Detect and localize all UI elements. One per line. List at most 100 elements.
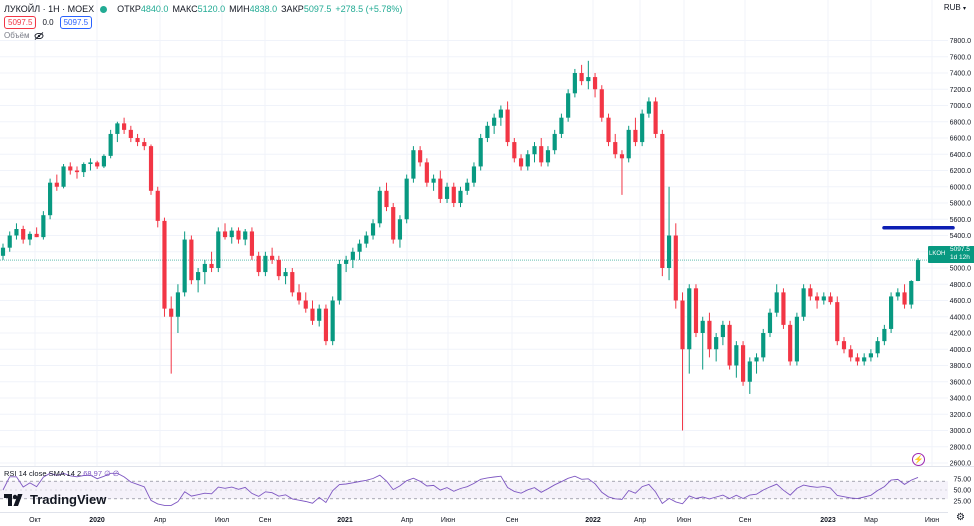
candle-body [848,349,853,358]
candle-body [599,89,604,118]
candle-body [613,142,618,155]
candle-body [761,333,766,358]
candle-body [424,162,429,183]
rsi-legend[interactable]: RSI 14 close SMA 14 2 68.97 ∅ ∅ [4,469,119,478]
candle-body [518,158,524,167]
tradingview-logo[interactable]: TradingView [4,492,106,507]
candle-body [222,231,228,238]
candle-body [889,296,894,329]
candle-body [310,308,315,321]
chevron-down-icon: ▾ [962,6,966,12]
candle-body [707,320,712,350]
candle-body [397,219,403,240]
eye-hidden-icon[interactable] [34,31,44,40]
candle-body [95,162,100,167]
candle-body [189,239,194,281]
candle-body [303,300,308,309]
candle-body [323,308,329,342]
candle-body [841,341,847,350]
candle-body [135,138,140,143]
candle-body [626,129,631,159]
symbol-title[interactable]: ЛУКОЙЛ · 1Н · MOEX [4,4,95,14]
volume-indicator-legend[interactable]: Объём [4,31,44,40]
time-tick-label: Мар [864,517,878,524]
price-tick-label: 2800.0 [950,444,972,451]
candle-body [276,259,281,277]
candle-body [182,239,187,293]
rsi-axis: 75.00 50.00 25.00 [953,477,971,506]
currency-selector[interactable]: RUB ▾ [944,3,966,12]
candle-body [377,190,382,224]
time-tick-label: 2022 [585,517,601,524]
price-tick-label: 3800.0 [950,363,972,370]
candle-body [263,255,268,273]
candle-body [693,288,699,333]
candle-body [108,133,113,156]
rsi-tick-label: 50.00 [953,488,971,495]
candle-body [458,190,463,203]
price-tick-label: 6800.0 [950,119,972,126]
rsi-chart[interactable]: 75.00 50.00 25.00 [0,466,974,512]
candle-body [586,77,591,82]
candle-body [572,73,577,94]
candle-body [115,123,120,134]
candle-body [646,101,651,114]
rsi-extra: ∅ ∅ [104,469,120,478]
candle-body [169,308,174,317]
candle-body [902,292,907,305]
price-tick-label: 2600.0 [950,461,972,467]
candle-body [444,186,450,199]
lightning-icon[interactable]: ⚡ [912,453,925,466]
candle-body [640,113,645,143]
candle-body [330,300,335,342]
price-tick-label: 5400.0 [950,233,972,240]
candle-body [525,154,530,167]
candle-body [451,186,456,203]
candle-body [915,260,921,281]
candle-body [404,178,409,220]
market-status-icon[interactable] [100,5,108,13]
candle-body [895,292,900,297]
candle-body [539,146,544,163]
candle-body [801,288,806,317]
time-tick-label: Июн [925,517,939,524]
buy-button[interactable]: 5097.5 [59,15,93,29]
candle-body [196,272,201,281]
high-label: МАКС [172,4,198,14]
candle-body [418,150,423,163]
price-tick-label: 4000.0 [950,347,972,354]
price-tick-label: 6200.0 [950,168,972,175]
rsi-tick-label: 75.00 [953,477,971,484]
price-tick-label: 6600.0 [950,136,972,143]
candle-body [122,123,127,130]
candles [0,60,921,431]
candle-body [727,324,732,366]
price-tick-label: 3200.0 [950,412,972,419]
price-tick-label: 7400.0 [950,71,972,78]
sell-button[interactable]: 5097.5 [4,15,37,29]
candle-body [909,281,914,305]
candle-body [545,150,551,163]
time-tick-label: Сен [506,517,519,524]
rsi-band [0,481,948,499]
candle-body [552,133,557,151]
candle-body [350,251,355,260]
gear-icon[interactable]: ⚙ [956,512,965,523]
close-value: 5097.5 [303,4,332,14]
candle-body [142,142,147,147]
candle-body [411,150,416,179]
candle-body [868,353,873,358]
candle-body [68,166,73,171]
price-tick-label: 3000.0 [950,428,972,435]
price-chart[interactable]: 7800.0 7600.0 7400.0 7200.0 7000.0 6800.0 6600… [0,0,974,466]
candle-body [465,182,470,191]
candle-body [61,166,66,187]
candle-body [48,182,53,216]
candle-body [687,288,692,350]
time-axis[interactable]: Окт 2020 Апр Июл Сен 2021 Апр Июн Сен 2022 Апр Июн С… [0,512,974,526]
candle-body [559,117,564,134]
high-value: 5120.0 [197,4,226,14]
candle-body [391,207,396,240]
candle-body [633,129,638,143]
candle-body [828,296,833,303]
